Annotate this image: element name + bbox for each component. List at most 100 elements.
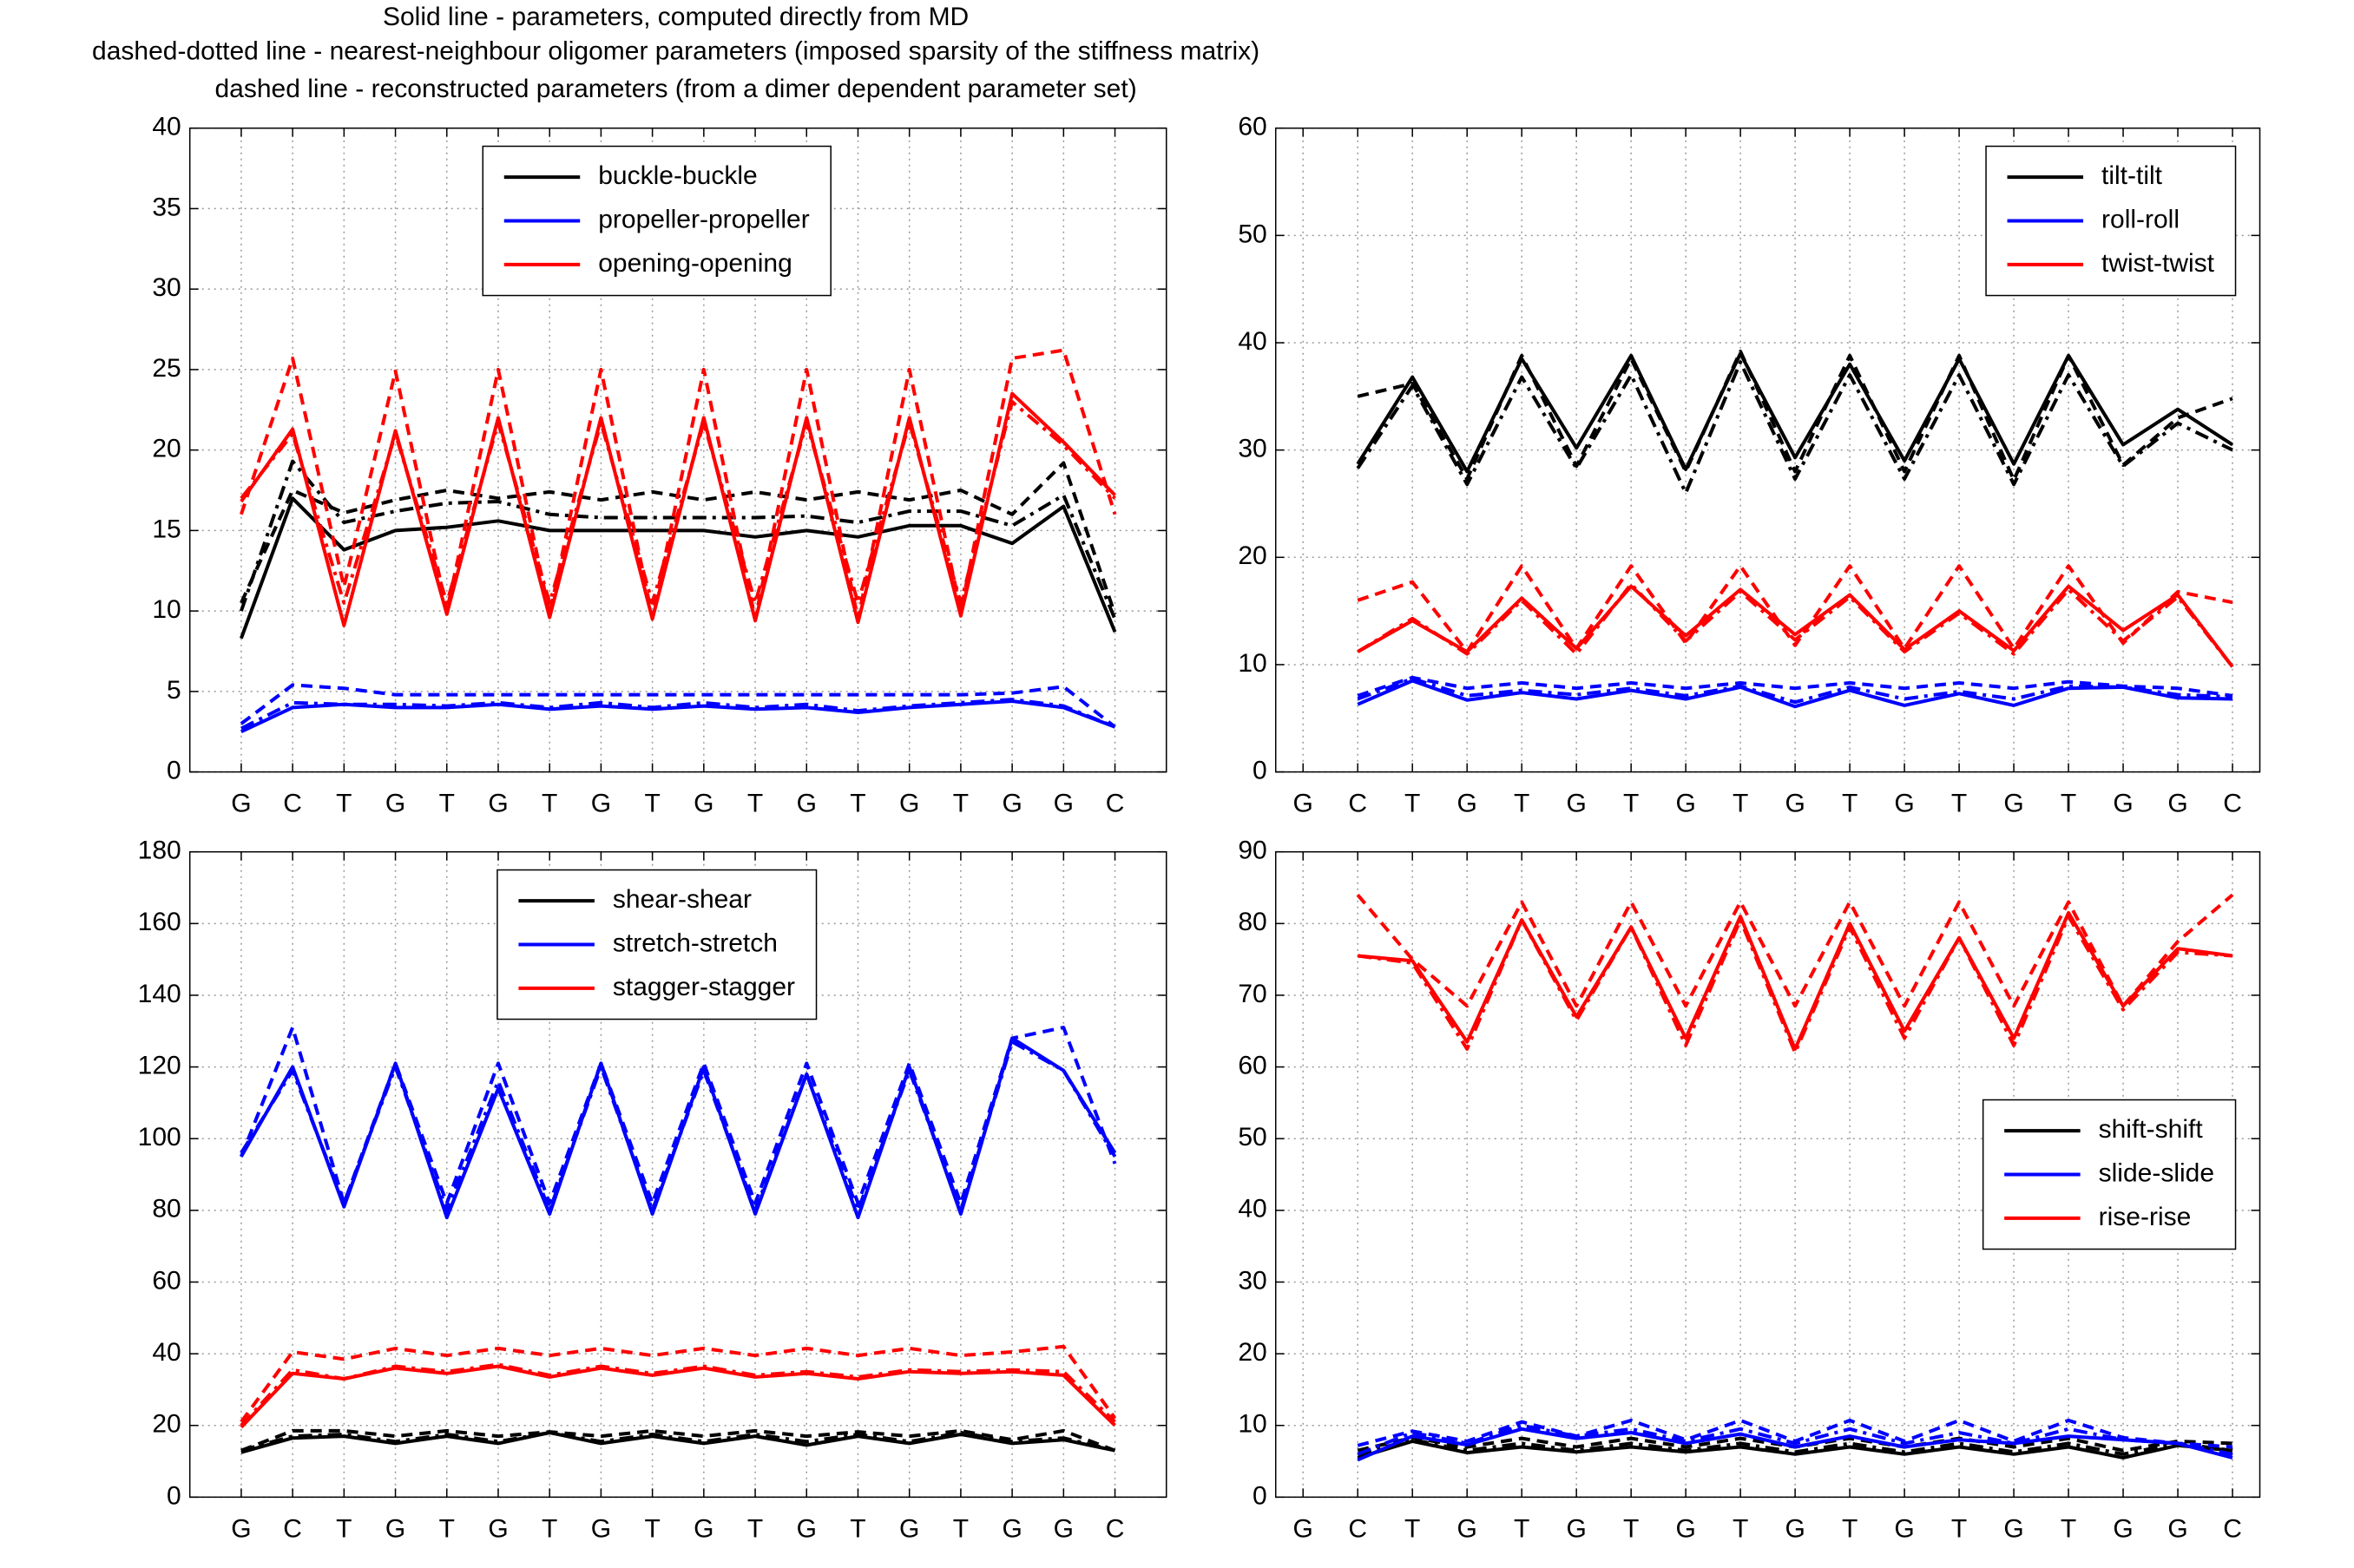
x-tick-label: C (1348, 790, 1367, 818)
legend-label: shear-shear (613, 885, 752, 914)
y-tick-label: 160 (138, 908, 181, 936)
y-tick-label: 180 (138, 836, 181, 865)
y-tick-label: 5 (167, 676, 181, 705)
series-line (240, 496, 1117, 640)
x-tick-label: T (1404, 790, 1420, 818)
x-tick-label: G (899, 1514, 919, 1543)
y-tick-label: 60 (152, 1266, 181, 1295)
x-tick-label: C (2223, 1514, 2242, 1543)
x-tick-label: T (439, 790, 455, 818)
y-tick-label: 50 (1238, 220, 1266, 248)
legend: buckle-buckle propeller-propeller opening-… (482, 145, 832, 297)
y-tick-label: 10 (1238, 649, 1266, 678)
y-tick-label: 20 (152, 1410, 181, 1439)
y-tick-label: 30 (1238, 1266, 1266, 1295)
x-tick-label: C (1348, 1514, 1367, 1543)
y-tick-label: 20 (1238, 1338, 1266, 1367)
legend: tilt-tilt roll-roll twist-twist (1985, 145, 2237, 297)
legend-label: slide-slide (2099, 1158, 2214, 1187)
y-tick-label: 60 (1238, 1051, 1266, 1079)
series-line (1357, 1423, 2233, 1456)
series-line (1357, 349, 2233, 482)
legend-label: rise-rise (2099, 1203, 2192, 1231)
series-line (240, 1431, 1115, 1454)
x-tick-label: G (1785, 1514, 1805, 1543)
x-tick-label: T (953, 1514, 969, 1543)
x-tick-label: G (1894, 1514, 1914, 1543)
series-line (240, 1431, 1115, 1453)
x-tick-label: G (694, 1514, 713, 1543)
x-tick-label: G (1457, 1514, 1477, 1543)
x-tick-label: T (1733, 790, 1748, 818)
x-tick-label: T (1733, 1514, 1748, 1543)
y-tick-label: 30 (1238, 435, 1266, 463)
series-line (1357, 1438, 2233, 1456)
y-tick-label: 20 (1238, 541, 1266, 570)
figure-title: Solid line - parameters, computed direct… (383, 3, 969, 31)
x-tick-label: T (1514, 1514, 1529, 1543)
x-tick-label: T (336, 790, 352, 818)
legend-label: stretch-stretch (613, 928, 778, 957)
x-tick-label: T (1951, 1514, 1967, 1543)
legend-label: twist-twist (2101, 249, 2215, 278)
series-line (1357, 1418, 2233, 1449)
x-tick-label: G (1293, 790, 1313, 818)
x-tick-label: T (542, 790, 557, 818)
x-tick-label: G (1002, 1514, 1022, 1543)
x-tick-label: G (1054, 1514, 1074, 1543)
axes-frame (188, 850, 1167, 1499)
y-tick-label: 0 (167, 1481, 181, 1510)
axes-frame (1274, 850, 2261, 1499)
x-tick-label: G (694, 790, 713, 818)
x-tick-label: G (1785, 790, 1805, 818)
figure-title: dashed line - reconstructed parameters (… (215, 75, 1137, 103)
x-tick-label: T (1623, 790, 1639, 818)
series-line (240, 1026, 1117, 1205)
x-tick-label: T (747, 1514, 763, 1543)
x-tick-label: G (2167, 1514, 2187, 1543)
y-tick-label: 40 (1238, 1195, 1266, 1224)
y-tick-label: 90 (1238, 836, 1266, 865)
series-line (240, 699, 1116, 734)
x-tick-label: T (953, 790, 969, 818)
series-line (1357, 564, 2233, 654)
legend-label: tilt-tilt (2101, 161, 2163, 190)
x-tick-label: T (1404, 1514, 1420, 1543)
axes-frame (188, 127, 1167, 773)
series-line (1357, 1439, 2233, 1460)
x-tick-label: G (488, 1514, 508, 1543)
y-tick-label: 80 (1238, 908, 1266, 936)
x-tick-label: G (2003, 1514, 2023, 1543)
x-tick-label: T (2061, 1514, 2076, 1543)
y-tick-label: 40 (1238, 327, 1266, 356)
x-tick-label: G (231, 790, 251, 818)
y-tick-label: 140 (138, 980, 181, 1008)
series-line (240, 459, 1117, 620)
x-tick-label: C (283, 790, 302, 818)
legend-label: buckle-buckle (598, 161, 757, 190)
axes-frame (1274, 127, 2261, 773)
y-tick-label: 0 (1253, 1481, 1267, 1510)
x-tick-label: T (850, 790, 865, 818)
y-tick-label: 15 (152, 515, 181, 543)
x-tick-label: G (231, 1514, 251, 1543)
y-tick-label: 80 (152, 1195, 181, 1224)
y-tick-label: 40 (152, 1338, 181, 1367)
x-tick-label: T (439, 1514, 455, 1543)
series-line (240, 1364, 1116, 1429)
series-line (1356, 893, 2234, 1008)
x-tick-label: G (1675, 1514, 1695, 1543)
x-tick-label: G (1566, 790, 1586, 818)
y-tick-label: 35 (152, 193, 181, 221)
x-tick-label: G (2167, 790, 2187, 818)
series-line (240, 1428, 1116, 1453)
y-tick-label: 30 (152, 273, 181, 302)
y-tick-label: 50 (1238, 1123, 1266, 1151)
y-tick-label: 10 (1238, 1410, 1266, 1439)
legend-label: shift-shift (2099, 1115, 2204, 1144)
series-line (240, 1362, 1116, 1427)
legend-label: roll-roll (2101, 205, 2180, 233)
x-tick-label: T (644, 790, 660, 818)
